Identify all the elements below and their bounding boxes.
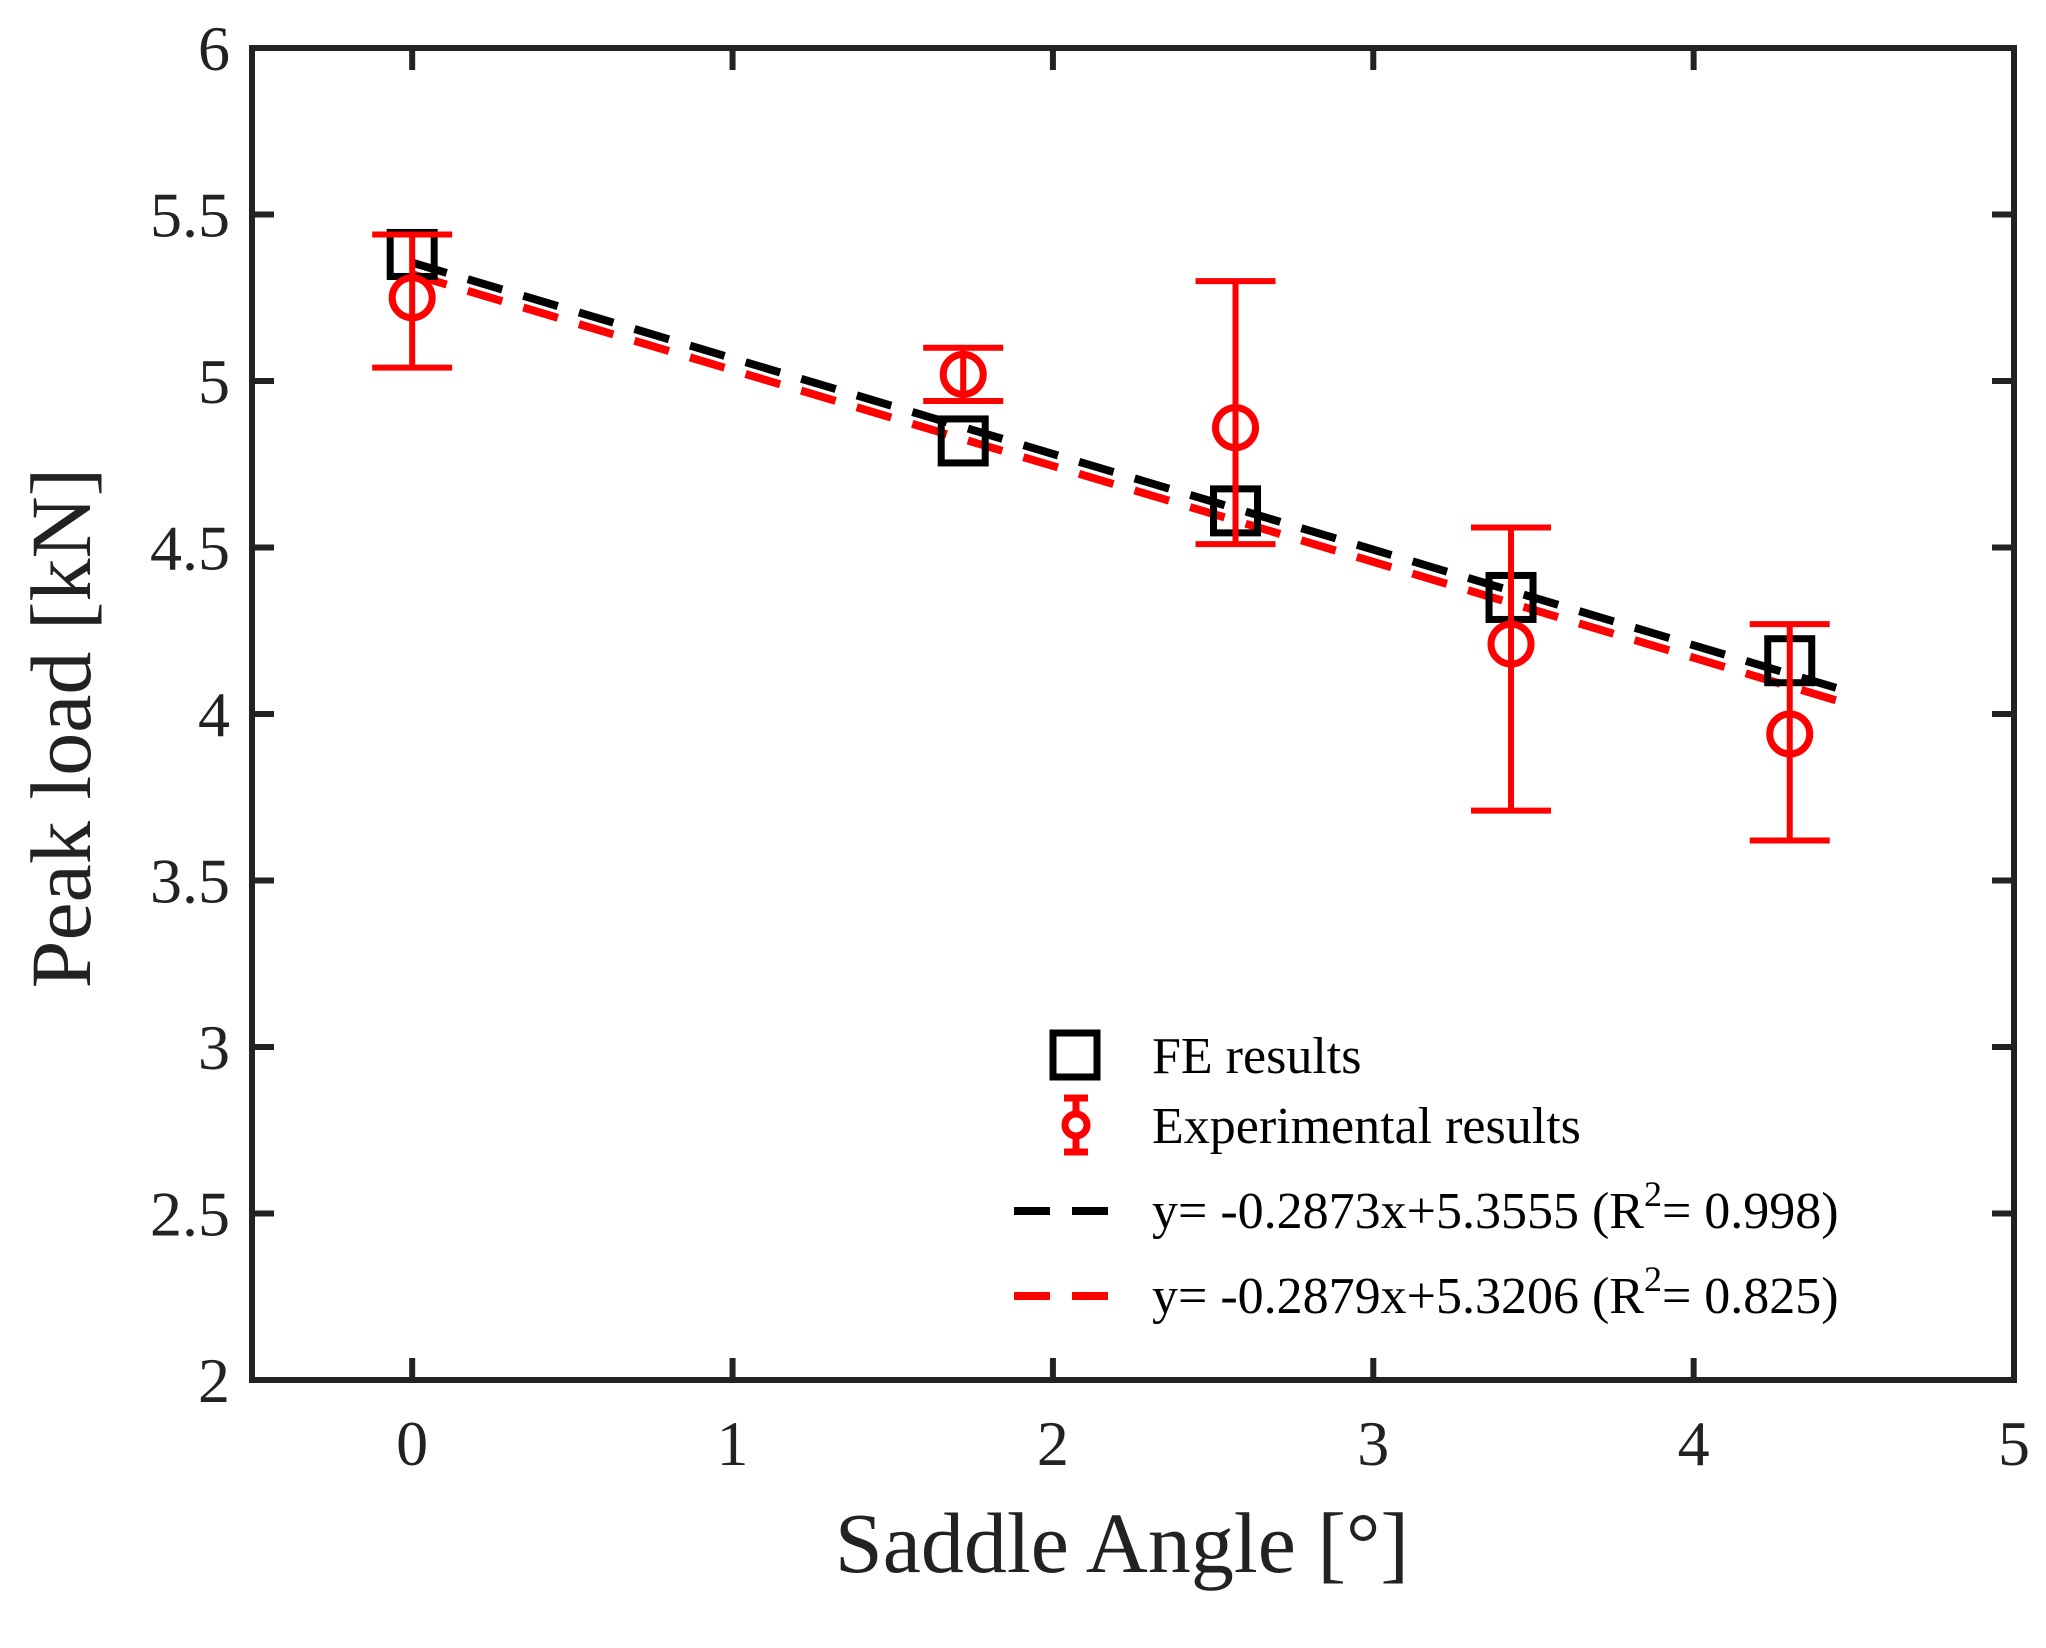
x-tick-label: 4: [1678, 1408, 1710, 1479]
legend-exp-marker: [1061, 1110, 1091, 1140]
fe-point: [937, 415, 989, 467]
y-tick-label: 2: [198, 1345, 230, 1416]
x-axis-title: Saddle Angle [°]: [835, 1495, 1409, 1591]
fit-exp-sup: 2: [1644, 1259, 1662, 1299]
legend-fe-marker: [1049, 1029, 1101, 1081]
y-tick-label: 3.5: [150, 846, 230, 917]
fit-exp-suffix: = 0.825): [1662, 1268, 1839, 1325]
marks-layer: [372, 228, 1855, 844]
fit-fe-prefix: y= -0.2873x+5.3555 (R: [1152, 1183, 1644, 1240]
plot-frame: [249, 45, 2017, 1383]
exp-point: [388, 274, 436, 322]
legend-fit-fe-label: y= -0.2873x+5.3555 (R2= 0.998): [1152, 1174, 1839, 1240]
exp-point: [1212, 404, 1260, 452]
fit-fe-sup: 2: [1644, 1174, 1662, 1214]
legend-fe-label: FE results: [1152, 1028, 1361, 1085]
y-tick-label: 4.5: [150, 513, 230, 584]
y-tick-label: 5.5: [150, 180, 230, 251]
y-tick-label: 2.5: [150, 1179, 230, 1250]
fit-fe-suffix: = 0.998): [1662, 1183, 1839, 1240]
x-tick-label: 3: [1357, 1408, 1389, 1479]
exp-point: [1487, 620, 1535, 668]
x-tick-label: 1: [717, 1408, 749, 1479]
fit-line-exp: [411, 270, 1855, 710]
y-tick-label: 5: [198, 346, 230, 417]
fit-line-fe: [411, 258, 1855, 697]
y-axis-title: Peak load [kN]: [13, 468, 109, 989]
exp-point: [1766, 710, 1814, 758]
ticks-layer: 0 1 2 3 4 5 2 2.5 3 3.5 4 4.5 5 5.5 6: [150, 13, 2030, 1479]
legend: FE results Experimental results y= -0.28…: [1014, 1028, 1839, 1325]
y-tick-label: 6: [198, 13, 230, 84]
x-tick-label: 2: [1037, 1408, 1069, 1479]
fit-exp-prefix: y= -0.2879x+5.3206 (R: [1152, 1268, 1644, 1325]
y-tick-label: 4: [198, 679, 230, 750]
legend-exp-label: Experimental results: [1152, 1098, 1581, 1155]
legend-fit-exp-label: y= -0.2879x+5.3206 (R2= 0.825): [1152, 1259, 1839, 1325]
x-tick-label: 5: [1998, 1408, 2030, 1479]
exp-point: [939, 350, 987, 398]
x-tick-label: 0: [396, 1408, 428, 1479]
y-tick-label: 3: [198, 1012, 230, 1083]
